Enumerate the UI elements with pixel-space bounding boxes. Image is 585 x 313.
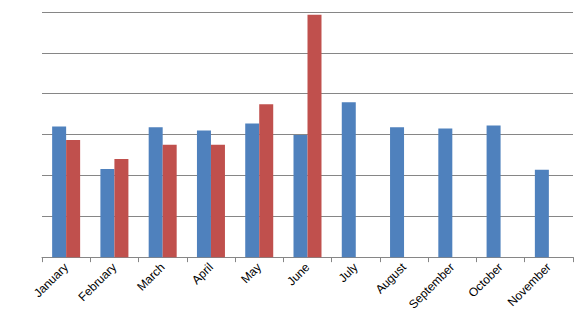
svg-text:November: November bbox=[505, 260, 554, 309]
svg-text:March: March bbox=[134, 260, 167, 293]
svg-text:September: September bbox=[406, 260, 457, 311]
svg-text:May: May bbox=[238, 260, 264, 286]
svg-text:July: July bbox=[336, 260, 361, 285]
svg-text:August: August bbox=[373, 260, 410, 297]
svg-text:June: June bbox=[284, 260, 313, 289]
svg-text:April: April bbox=[189, 260, 216, 287]
svg-text:October: October bbox=[465, 260, 505, 300]
svg-text:February: February bbox=[76, 260, 120, 304]
svg-text:January: January bbox=[31, 260, 71, 300]
